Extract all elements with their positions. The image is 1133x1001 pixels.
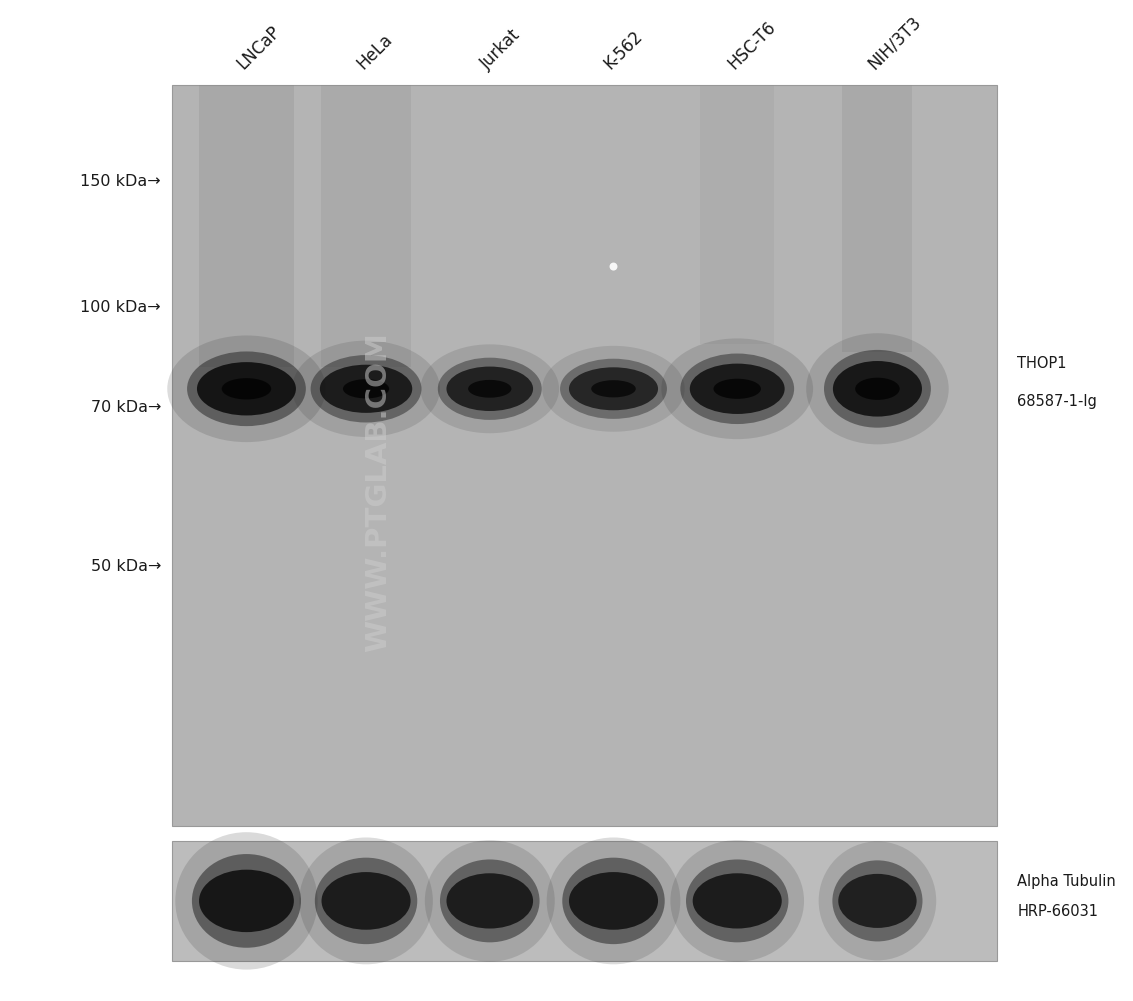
Text: 50 kDa→: 50 kDa→	[91, 560, 161, 574]
Bar	[321, 85, 411, 366]
Ellipse shape	[468, 380, 511, 397]
Text: 70 kDa→: 70 kDa→	[91, 399, 161, 414]
Ellipse shape	[692, 873, 782, 929]
Ellipse shape	[320, 364, 412, 412]
Text: HSC-T6: HSC-T6	[724, 18, 780, 73]
Ellipse shape	[547, 838, 680, 964]
Ellipse shape	[440, 860, 539, 942]
Ellipse shape	[560, 358, 667, 418]
Ellipse shape	[191, 854, 301, 948]
Ellipse shape	[833, 361, 922, 416]
Text: HRP-66031: HRP-66031	[1017, 904, 1098, 919]
Ellipse shape	[199, 870, 293, 932]
Ellipse shape	[322, 872, 410, 930]
Ellipse shape	[610, 262, 617, 270]
Ellipse shape	[569, 367, 658, 410]
Text: Jurkat: Jurkat	[477, 26, 523, 73]
Ellipse shape	[838, 874, 917, 928]
Ellipse shape	[807, 333, 948, 444]
Ellipse shape	[446, 873, 534, 929]
Ellipse shape	[824, 350, 931, 427]
Ellipse shape	[222, 378, 271, 399]
Ellipse shape	[299, 838, 433, 964]
Ellipse shape	[680, 353, 794, 424]
Text: THOP1: THOP1	[1017, 355, 1067, 370]
Ellipse shape	[562, 858, 665, 944]
Ellipse shape	[310, 355, 421, 422]
Ellipse shape	[591, 380, 636, 397]
Ellipse shape	[425, 840, 555, 962]
Ellipse shape	[168, 335, 325, 442]
Bar	[700, 85, 774, 344]
Text: LNCaP: LNCaP	[233, 22, 284, 73]
Bar	[843, 85, 912, 351]
Ellipse shape	[343, 379, 389, 398]
Ellipse shape	[187, 351, 306, 426]
Ellipse shape	[176, 832, 317, 970]
Ellipse shape	[446, 366, 534, 411]
Text: 100 kDa→: 100 kDa→	[80, 300, 161, 314]
Ellipse shape	[662, 338, 813, 439]
Ellipse shape	[855, 377, 900, 399]
Ellipse shape	[292, 340, 440, 436]
Ellipse shape	[819, 842, 936, 960]
Bar	[172, 85, 997, 826]
Ellipse shape	[420, 344, 559, 433]
Ellipse shape	[671, 840, 804, 962]
Ellipse shape	[543, 345, 684, 431]
Ellipse shape	[197, 362, 296, 415]
Text: HeLa: HeLa	[353, 31, 395, 73]
Text: NIH/3T3: NIH/3T3	[864, 13, 925, 73]
Ellipse shape	[690, 363, 785, 414]
Ellipse shape	[569, 872, 658, 930]
Text: 68587-1-Ig: 68587-1-Ig	[1017, 393, 1097, 408]
Bar	[172, 841, 997, 961]
Text: K-562: K-562	[600, 27, 647, 73]
Ellipse shape	[714, 378, 761, 398]
Text: WWW.PTGLAB.COM: WWW.PTGLAB.COM	[365, 332, 392, 653]
Text: 150 kDa→: 150 kDa→	[80, 174, 161, 189]
Ellipse shape	[833, 860, 922, 941]
Ellipse shape	[685, 860, 789, 942]
Text: Alpha Tubulin: Alpha Tubulin	[1017, 874, 1116, 889]
Ellipse shape	[315, 858, 417, 944]
Ellipse shape	[437, 357, 542, 419]
Bar	[199, 85, 293, 366]
